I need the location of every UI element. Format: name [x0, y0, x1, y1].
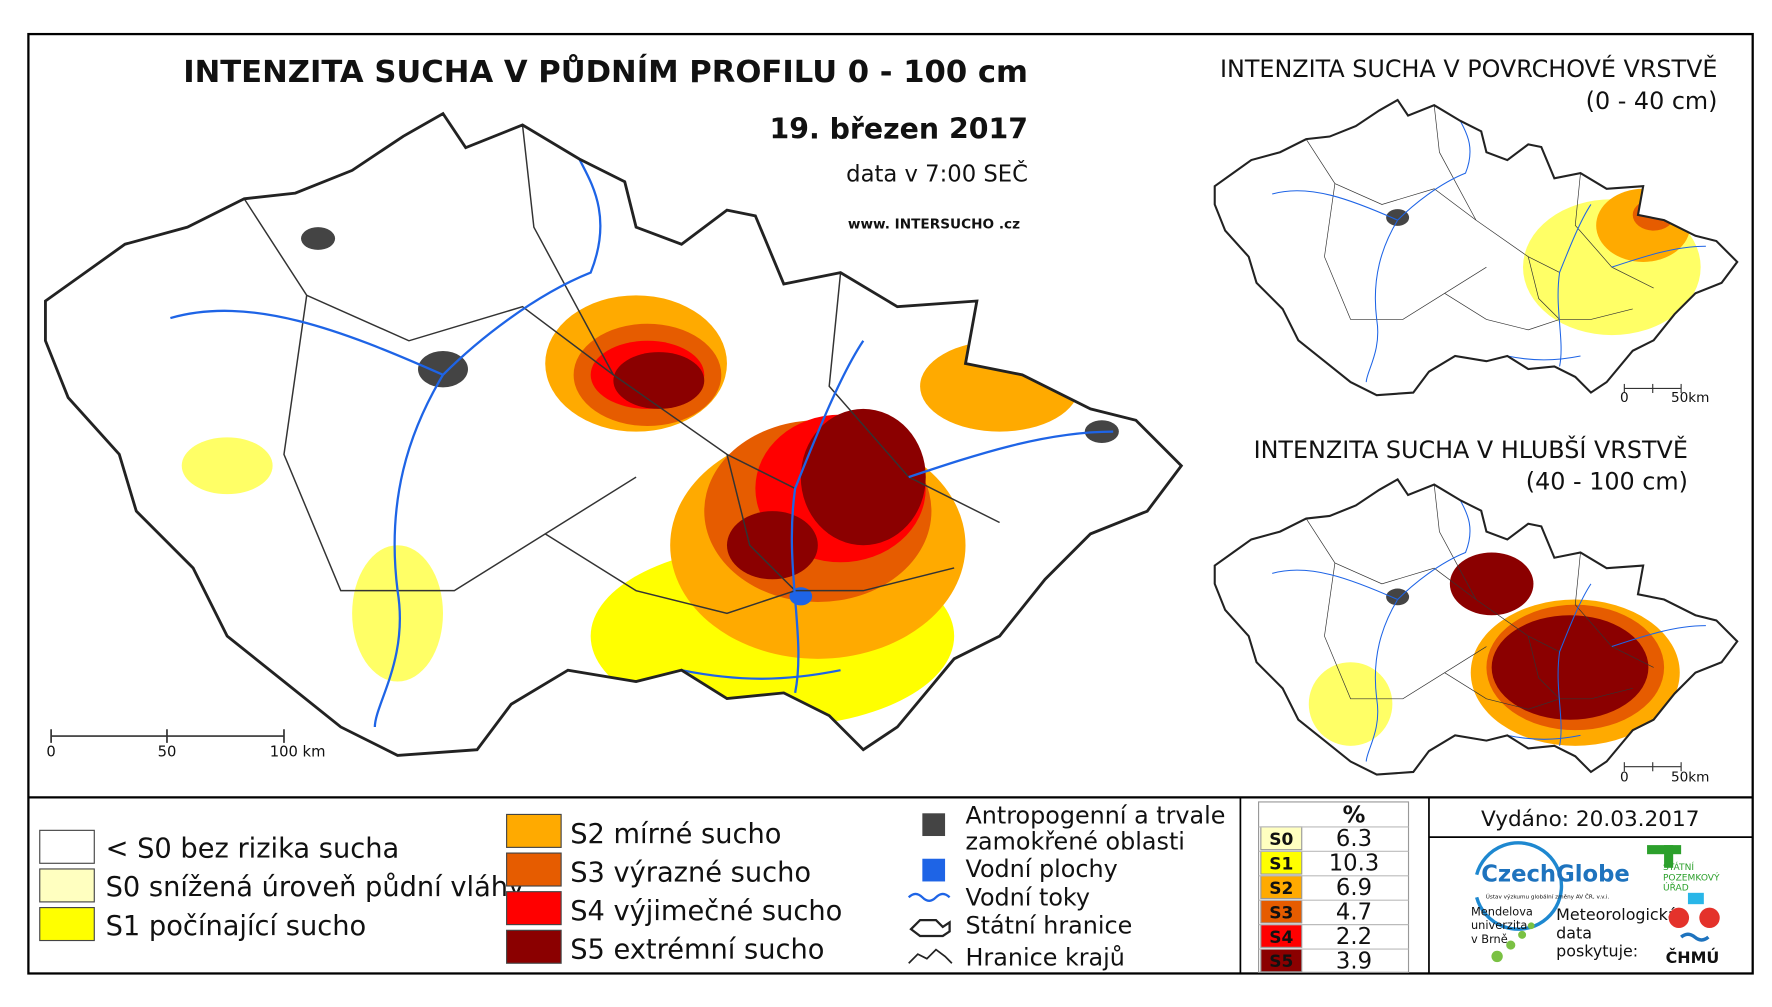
legend-swatch: [39, 829, 95, 864]
inset-scale: [1623, 383, 1682, 394]
scale-label: 0: [46, 744, 55, 761]
inset-subtitle: (40 - 100 cm): [1526, 468, 1688, 496]
inset-scale: [1623, 762, 1682, 772]
inset-title: INTENZITA SUCHA V POVRCHOVÉ VRSTVĚ: [1220, 55, 1718, 83]
stats-value: 3.9: [1336, 948, 1372, 974]
issued-date: Vydáno: 20.03.2017: [1481, 807, 1699, 832]
stats-class: S2: [1269, 879, 1293, 899]
stats-class: S0: [1269, 830, 1293, 850]
stats-class: S1: [1269, 855, 1293, 875]
feature-symbols: [907, 813, 953, 964]
feature-label: Hranice krajů: [966, 944, 1125, 972]
scale-label: 50: [158, 744, 177, 761]
stats-table: [1258, 801, 1410, 973]
stats-value: 6.3: [1336, 826, 1372, 852]
stats-value: 4.7: [1336, 900, 1372, 926]
stats-header: %: [1343, 802, 1366, 828]
feature-label: Vodní toky: [966, 883, 1091, 911]
scale-label: 0: [1620, 390, 1629, 406]
stats-class: S4: [1269, 928, 1293, 948]
legend-label: S1 počínající sucho: [106, 911, 367, 942]
legend-swatch: [506, 852, 562, 887]
data-time: data v 7:00 SEČ: [846, 160, 1028, 188]
feature-label: zamokřené oblasti: [966, 828, 1185, 856]
logo-mendelu: Mendelova univerzita v Brně: [1471, 905, 1533, 946]
feature-label: Vodní plochy: [966, 855, 1118, 883]
legend-label: S2 mírné sucho: [570, 819, 781, 850]
stats-value: 2.2: [1336, 924, 1372, 950]
stats-class: S3: [1269, 903, 1293, 923]
legend-swatch: [39, 868, 95, 903]
stats-value: 10.3: [1329, 851, 1380, 877]
logo-chmu: ČHMÚ: [1666, 948, 1720, 967]
inset-subtitle: (0 - 40 cm): [1586, 87, 1718, 115]
legend-swatch: [506, 813, 562, 848]
logo-czechglobe: CzechGlobe: [1481, 861, 1630, 887]
legend-swatch: [506, 891, 562, 926]
scale-label: 0: [1620, 769, 1629, 785]
logo-chmu-text: Meteorologická data poskytuje:: [1556, 905, 1677, 960]
feature-label: Státní hranice: [966, 912, 1133, 940]
legend-label: < S0 bez rizika sucha: [106, 834, 400, 865]
inset-title: INTENZITA SUCHA V HLUBŠÍ VRSTVĚ: [1254, 436, 1688, 464]
legend-swatch: [506, 929, 562, 964]
map-date: 19. březen 2017: [769, 113, 1028, 146]
logo-spu: STÁTNÍ POZEMKOVÝ ÚŘAD: [1663, 861, 1720, 893]
legend-label: S0 snížená úroveň půdní vláhy: [106, 872, 525, 903]
logo-czechglobe-sub: Ústav výzkumu globální změny AV ČR, v.v.…: [1486, 893, 1610, 900]
stats-class: S5: [1269, 952, 1293, 972]
legend-label: S5 extrémní sucho: [570, 935, 824, 966]
feature-label: Antropogenní a trvale: [966, 802, 1226, 830]
main-title: INTENZITA SUCHA V PŮDNÍM PROFILU 0 - 100…: [183, 53, 1028, 90]
website: www. INTERSUCHO .cz: [848, 216, 1020, 232]
scale-label: 50km: [1671, 390, 1710, 406]
scale-bar: [50, 729, 285, 743]
scale-label: 100 km: [270, 744, 326, 761]
legend-swatch: [39, 907, 95, 942]
legend-label: S3 výrazné sucho: [570, 857, 811, 888]
scale-label: 50km: [1671, 769, 1710, 785]
inset-map: [1213, 478, 1739, 776]
logos: CzechGlobe Ústav výzkumu globální změny …: [1471, 841, 1720, 967]
stats-value: 6.9: [1336, 875, 1372, 901]
legend-label: S4 výjimečné sucho: [570, 896, 842, 927]
